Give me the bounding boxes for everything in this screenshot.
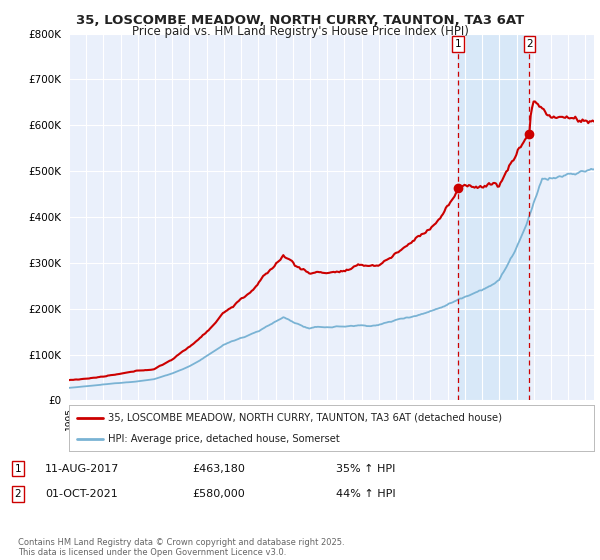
Text: 2: 2 (526, 39, 533, 49)
Text: 35% ↑ HPI: 35% ↑ HPI (336, 464, 395, 474)
Text: Price paid vs. HM Land Registry's House Price Index (HPI): Price paid vs. HM Land Registry's House … (131, 25, 469, 38)
Text: HPI: Average price, detached house, Somerset: HPI: Average price, detached house, Some… (109, 435, 340, 444)
Text: 44% ↑ HPI: 44% ↑ HPI (336, 489, 395, 499)
Text: 2: 2 (14, 489, 22, 499)
Text: 35, LOSCOMBE MEADOW, NORTH CURRY, TAUNTON, TA3 6AT (detached house): 35, LOSCOMBE MEADOW, NORTH CURRY, TAUNTO… (109, 413, 502, 423)
Text: 35, LOSCOMBE MEADOW, NORTH CURRY, TAUNTON, TA3 6AT: 35, LOSCOMBE MEADOW, NORTH CURRY, TAUNTO… (76, 14, 524, 27)
Text: £580,000: £580,000 (192, 489, 245, 499)
Bar (458, 34, 529, 400)
Text: 1: 1 (455, 39, 461, 49)
Text: £463,180: £463,180 (192, 464, 245, 474)
Text: 01-OCT-2021: 01-OCT-2021 (45, 489, 118, 499)
Text: 1: 1 (14, 464, 22, 474)
Text: Contains HM Land Registry data © Crown copyright and database right 2025.
This d: Contains HM Land Registry data © Crown c… (18, 538, 344, 557)
Text: 11-AUG-2017: 11-AUG-2017 (45, 464, 119, 474)
